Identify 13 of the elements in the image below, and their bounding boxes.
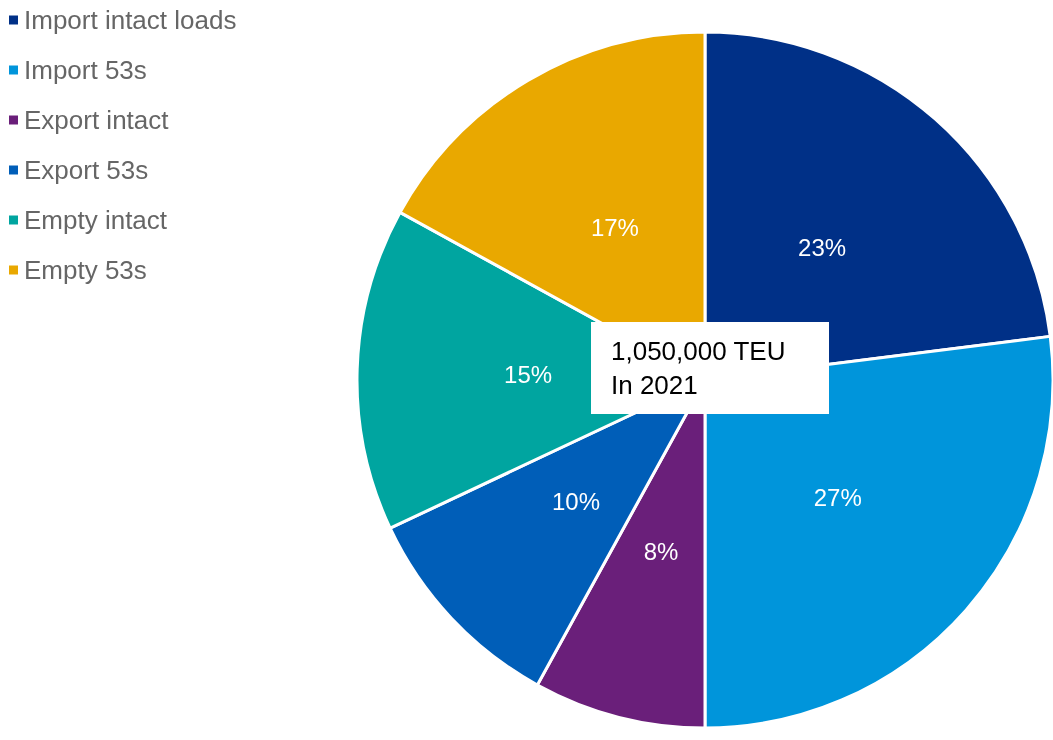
data-label: 17% [590,214,639,242]
legend-label: Empty 53s [24,255,147,285]
data-label: 15% [504,360,553,388]
legend-label: Import intact loads [24,5,237,35]
legend-label: Import 53s [24,55,147,85]
legend-label: Empty intact [24,205,168,235]
text: 1,050,000 TEU In 2021 [611,336,786,400]
data-label: 8% [643,537,679,565]
legend-label: Export 53s [24,155,149,185]
data-label: 23% [798,233,847,261]
data-label: 10% [551,487,600,515]
data-label: 27% [813,483,862,511]
legend-label: Export intact [24,105,170,135]
